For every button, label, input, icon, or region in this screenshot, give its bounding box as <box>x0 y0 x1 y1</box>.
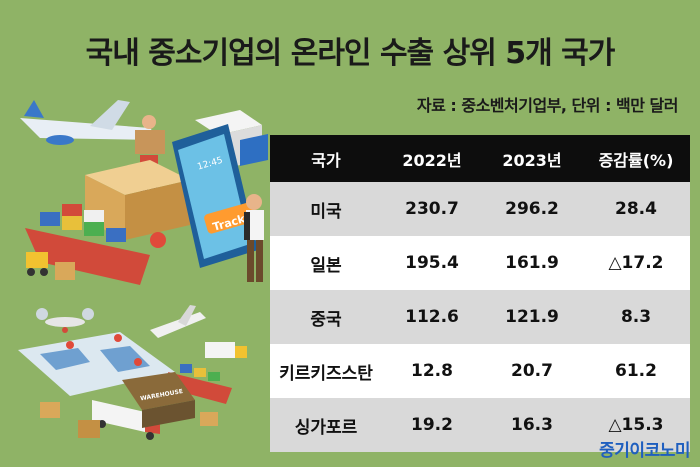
small-ship-icon <box>168 364 232 404</box>
value-2023-cell: 296.2 <box>482 182 582 236</box>
table-header-row: 국가 2022년 2023년 증감률(%) <box>270 135 690 182</box>
table-row: 싱가포르 19.2 16.3 △15.3 <box>270 398 690 452</box>
drone-icon <box>36 308 94 333</box>
column-header: 2022년 <box>382 135 482 182</box>
value-2023-cell: 121.9 <box>482 290 582 344</box>
boxes-icon <box>40 402 218 438</box>
warehouse-icon: WAREHOUSE <box>122 372 195 428</box>
value-2022-cell: 12.8 <box>382 344 482 398</box>
value-2022-cell: 195.4 <box>382 236 482 290</box>
change-rate-cell: 28.4 <box>582 182 690 236</box>
cargo-ship-icon <box>25 204 150 285</box>
small-airplane-icon <box>150 305 206 338</box>
stacked-boxes-icon <box>85 160 190 240</box>
value-2022-cell: 230.7 <box>382 182 482 236</box>
value-2023-cell: 20.7 <box>482 344 582 398</box>
column-header: 증감률(%) <box>582 135 690 182</box>
businessman-icon <box>244 194 264 282</box>
value-2023-cell: 161.9 <box>482 236 582 290</box>
change-rate-cell: 61.2 <box>582 344 690 398</box>
table-row: 키르키즈스탄 12.8 20.7 61.2 <box>270 344 690 398</box>
source-note: 자료 : 중소벤처기업부, 단위 : 백만 달러 <box>416 96 679 115</box>
change-rate-cell: 8.3 <box>582 290 690 344</box>
value-2023-cell: 16.3 <box>482 398 582 452</box>
page-title: 국내 중소기업의 온라인 수출 상위 5개 국가 <box>85 36 616 71</box>
change-rate-cell: △15.3 <box>582 398 690 452</box>
logistics-illustration: Track 12:45 <box>18 100 268 440</box>
country-cell: 싱가포르 <box>270 398 382 452</box>
column-header: 국가 <box>270 135 382 182</box>
export-table: 국가 2022년 2023년 증감률(%) 미국 230.7 296.2 28.… <box>270 135 690 452</box>
phone-tracking-icon: Track 12:45 <box>150 124 258 268</box>
airplane-icon <box>20 100 160 145</box>
brand-logo: 중기이코노미 <box>599 441 690 461</box>
value-2022-cell: 19.2 <box>382 398 482 452</box>
column-header: 2023년 <box>482 135 582 182</box>
table-row: 중국 112.6 121.9 8.3 <box>270 290 690 344</box>
change-rate-cell: △17.2 <box>582 236 690 290</box>
country-cell: 미국 <box>270 182 382 236</box>
table-row: 미국 230.7 296.2 28.4 <box>270 182 690 236</box>
forklift-icon <box>26 252 75 280</box>
country-cell: 중국 <box>270 290 382 344</box>
country-cell: 일본 <box>270 236 382 290</box>
value-2022-cell: 112.6 <box>382 290 482 344</box>
table-row: 일본 195.4 161.9 △17.2 <box>270 236 690 290</box>
small-truck-icon <box>205 342 247 358</box>
country-cell: 키르키즈스탄 <box>270 344 382 398</box>
